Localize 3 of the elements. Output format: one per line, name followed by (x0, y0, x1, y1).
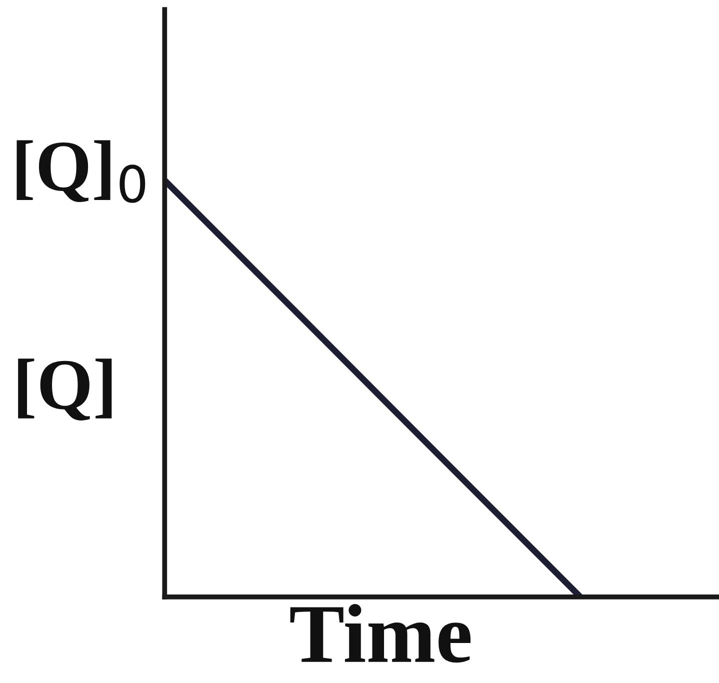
x-axis-title: Time (290, 604, 471, 663)
text: [Q]$_{0}$ (16, 140, 146, 203)
y-axis-title: [Q] (18, 358, 112, 420)
